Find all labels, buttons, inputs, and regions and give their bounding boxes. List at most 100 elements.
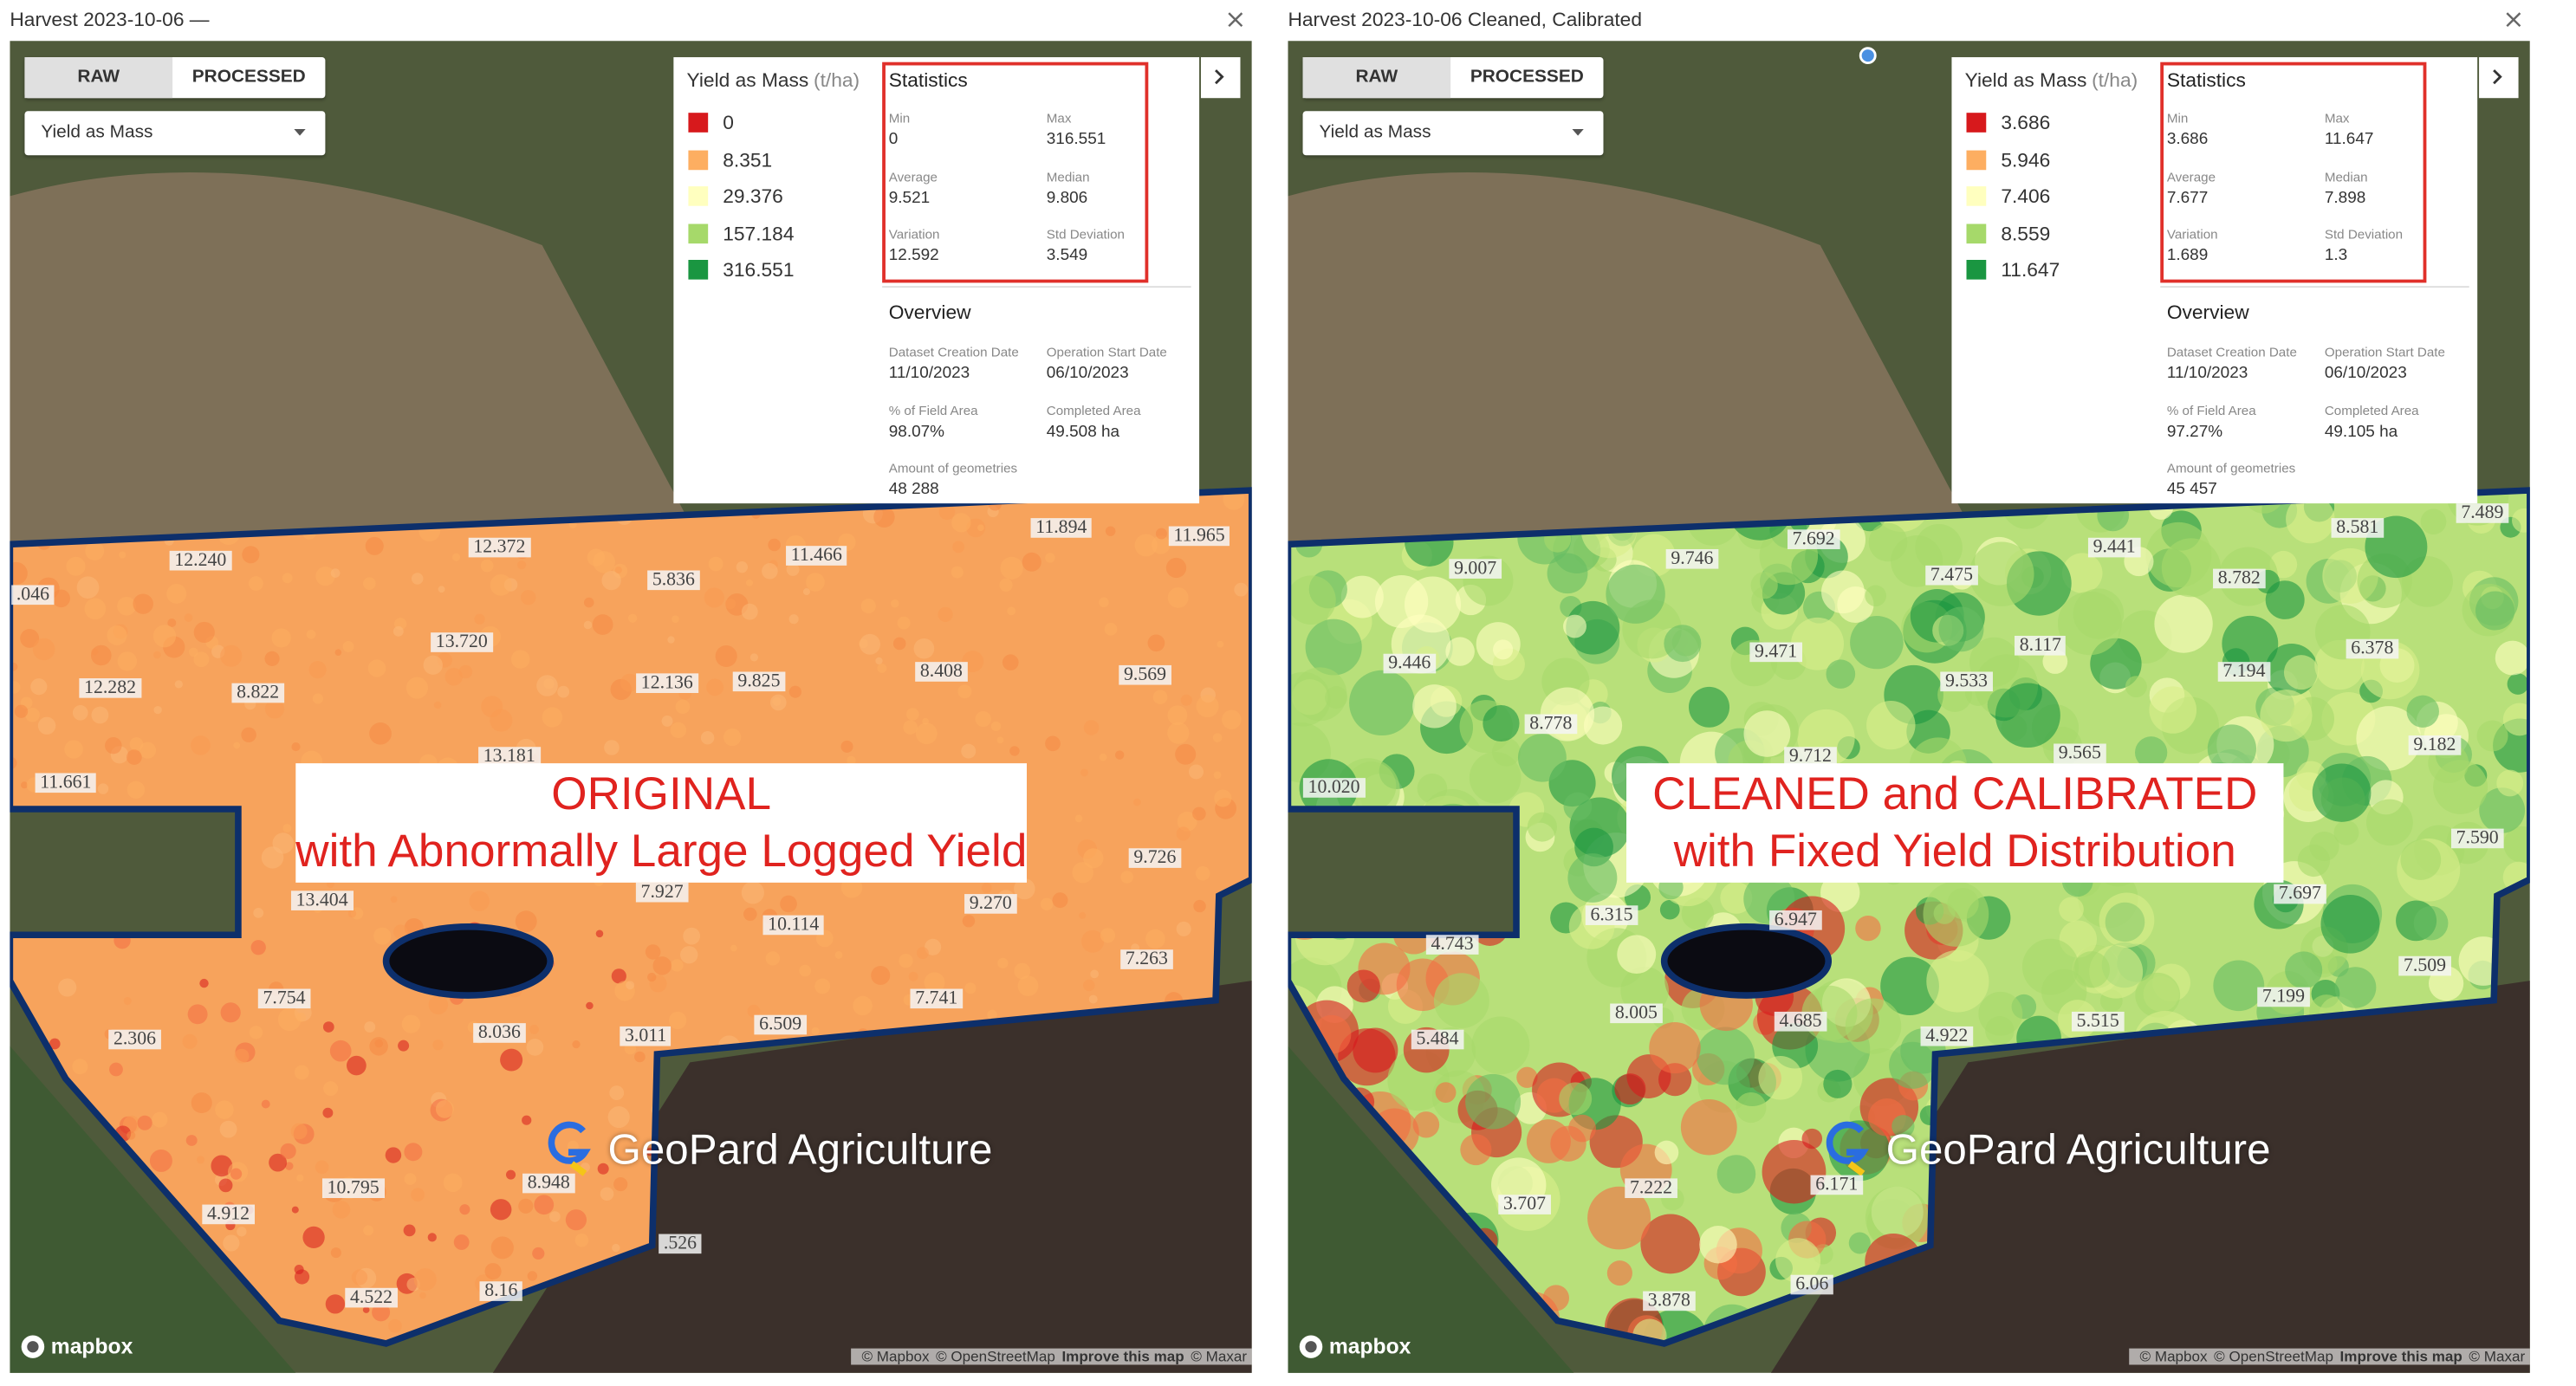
geopard-logo (1826, 1121, 1869, 1164)
tab-processed[interactable]: PROCESSED (1470, 67, 1584, 87)
yield-cell (708, 556, 723, 572)
legend-value: 7.406 (2001, 185, 2051, 208)
yield-cell (105, 736, 122, 755)
yield-cell (241, 727, 256, 743)
attribution-item[interactable]: © Mapbox (2139, 1348, 2208, 1365)
attribution-item[interactable]: © Maxar (2469, 1348, 2526, 1365)
yield-cell (271, 628, 291, 648)
yield-cell (962, 915, 976, 928)
attribution-item[interactable]: © OpenStreetMap (936, 1348, 1055, 1365)
map-label: 3.707 (1498, 1195, 1551, 1214)
yield-cell (1014, 962, 1031, 980)
yield-cell (184, 613, 193, 622)
dropdown[interactable]: Yield as Mass (1302, 111, 1604, 156)
dark-field (492, 981, 1252, 1373)
field-boundary (10, 487, 1252, 1347)
legend-swatch (1966, 186, 1987, 206)
yield-cell (1775, 1238, 1821, 1283)
yield-cell (1045, 735, 1061, 752)
yield-cell (233, 742, 241, 749)
expand-button[interactable] (2479, 57, 2519, 99)
yield-cell (586, 1001, 594, 1010)
mapbox-text: mapbox (1328, 1333, 1411, 1358)
yield-cell (323, 1081, 339, 1097)
yield-cell (25, 707, 40, 722)
yield-cell (191, 1092, 212, 1114)
map-label: 8.16 (479, 1281, 523, 1301)
yield-cell (443, 1173, 463, 1193)
map-label: 12.240 (169, 550, 231, 571)
yield-cell (72, 1059, 88, 1075)
yield-cell (1889, 1041, 1937, 1089)
attribution-item[interactable]: Improve this map (2339, 1348, 2462, 1365)
tab-raw[interactable]: RAW (24, 57, 173, 99)
stat-label: Max (1046, 111, 1072, 126)
yield-cell (2476, 720, 2508, 752)
yield-cell (1083, 720, 1100, 735)
yield-cell (406, 677, 428, 699)
yield-cell (873, 506, 895, 528)
map-label: 4.685 (1774, 1011, 1827, 1032)
yield-cell (802, 588, 810, 596)
tab-raw[interactable]: RAW (1302, 57, 1451, 99)
map-label: 9.446 (1383, 653, 1436, 674)
yield-cell (1100, 928, 1116, 943)
yield-cell (1099, 597, 1109, 607)
yield-cell (32, 638, 55, 661)
tab-processed[interactable]: PROCESSED (191, 67, 306, 87)
yield-cell (1758, 1056, 1803, 1100)
yield-cell (133, 593, 153, 614)
yield-cell (1743, 710, 1791, 757)
yield-cell (1923, 881, 1989, 947)
attribution-item[interactable]: © Mapbox (861, 1348, 930, 1365)
yield-cell (814, 978, 831, 994)
dropdown[interactable]: Yield as Mass (24, 111, 326, 156)
attribution-item[interactable]: © OpenStreetMap (2214, 1348, 2333, 1365)
attribution-item[interactable]: Improve this map (1061, 1348, 1184, 1365)
legend-unit: (t/ha) (2092, 68, 2138, 92)
map-label: .526 (659, 1234, 702, 1254)
yield-cell (2207, 724, 2256, 774)
yield-cell (1088, 994, 1098, 1004)
yield-cell (2125, 676, 2147, 698)
yield-cell (123, 997, 132, 1006)
statistics-box (2160, 62, 2427, 283)
overview-title: Overview (2166, 301, 2249, 324)
yield-cell (1167, 705, 1188, 726)
yield-cell (1353, 1027, 1398, 1073)
yield-cell (981, 883, 992, 893)
map-label: 10.114 (762, 915, 825, 936)
yield-cell (308, 661, 327, 679)
yield-cell (347, 909, 357, 918)
yield-cell (2365, 799, 2413, 846)
yield-cell (999, 578, 1013, 592)
legend-value: 5.946 (2001, 147, 2051, 172)
yield-cell (957, 684, 972, 699)
yield-cell (1212, 733, 1223, 742)
yield-cell (1617, 935, 1657, 975)
map-label: 6.947 (1769, 910, 1822, 930)
expand-button[interactable] (1200, 57, 1241, 99)
yield-cell (185, 1135, 198, 1146)
yield-cell (749, 653, 759, 662)
yield-cell (296, 1174, 304, 1182)
stat-value: 7.677 (2166, 188, 2209, 207)
yield-cell (915, 722, 938, 745)
yield-cell (1052, 892, 1068, 909)
map-label: 4.743 (1425, 935, 1479, 955)
yield-cell (315, 1160, 329, 1175)
yield-cell (2149, 686, 2197, 734)
yield-cell (264, 651, 280, 666)
yield-cell (1926, 949, 1989, 1013)
map-label: 5.484 (1411, 1029, 1464, 1050)
yield-cell (834, 951, 843, 959)
yield-cell (938, 606, 953, 622)
yield-cell (661, 715, 673, 727)
yield-cell (1614, 1073, 1646, 1105)
yield-cell (253, 907, 264, 918)
attribution-item[interactable]: © Maxar (1191, 1348, 1248, 1365)
yield-cell (2433, 760, 2488, 814)
map-label: 9.270 (964, 894, 1017, 914)
pond (382, 923, 554, 999)
yield-cell (237, 1227, 247, 1237)
